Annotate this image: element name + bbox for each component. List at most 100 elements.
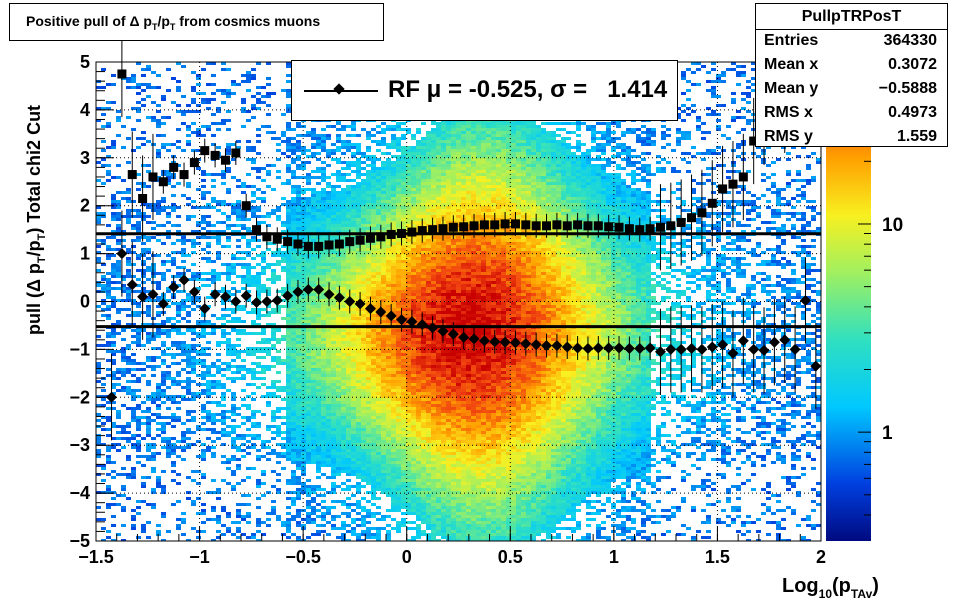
heat-cell <box>311 236 316 239</box>
heat-cell <box>231 329 236 332</box>
heat-cell <box>386 188 391 191</box>
heat-cell <box>136 419 141 422</box>
heat-cell <box>131 527 136 530</box>
heat-cell <box>291 218 296 221</box>
heat-cell <box>141 74 146 77</box>
heat-cell <box>246 80 251 83</box>
heat-cell <box>371 380 376 383</box>
heat-cell <box>236 83 241 86</box>
heat-cell <box>321 188 326 191</box>
heat-cell <box>166 176 171 179</box>
heat-cell <box>286 482 291 485</box>
heat-cell <box>261 272 266 275</box>
heat-cell <box>341 212 346 215</box>
heat-cell <box>231 425 236 428</box>
heat-cell <box>201 416 206 419</box>
heat-cell <box>381 257 386 260</box>
heat-cell <box>311 344 316 347</box>
heat-cell <box>366 185 371 188</box>
heat-cell <box>266 347 271 350</box>
heat-cell <box>351 146 356 149</box>
heat-cell <box>121 125 126 128</box>
heat-cell <box>191 503 196 506</box>
heat-cell <box>391 509 396 512</box>
heat-cell <box>246 416 251 419</box>
heat-cell <box>211 206 216 209</box>
heat-cell <box>266 386 271 389</box>
heat-cell <box>356 308 361 311</box>
heat-cell <box>296 251 301 254</box>
heat-cell <box>351 206 356 209</box>
heat-cell <box>176 311 181 314</box>
heat-cell <box>311 332 316 335</box>
heat-cell <box>371 185 376 188</box>
heat-cell <box>116 449 121 452</box>
heat-cell <box>341 482 346 485</box>
heat-cell <box>181 449 186 452</box>
heat-cell <box>181 353 186 356</box>
heat-cell <box>306 161 311 164</box>
heat-cell <box>101 383 106 386</box>
heat-cell <box>281 446 286 449</box>
heat-cell <box>241 416 246 419</box>
heat-cell <box>161 422 166 425</box>
heat-cell <box>341 314 346 317</box>
heat-cell <box>381 242 386 245</box>
heat-cell <box>366 146 371 149</box>
heat-cell <box>126 137 131 140</box>
heat-cell <box>176 284 181 287</box>
heat-cell <box>301 260 306 263</box>
heat-cell <box>311 485 316 488</box>
heat-cell <box>336 290 341 293</box>
heat-cell <box>296 416 301 419</box>
heat-cell <box>141 236 146 239</box>
heat-cell <box>96 212 101 215</box>
heat-cell <box>226 416 231 419</box>
heat-cell <box>346 173 351 176</box>
heat-cell <box>331 305 336 308</box>
heat-cell <box>291 533 296 536</box>
heat-cell <box>336 416 341 419</box>
heat-cell <box>291 458 296 461</box>
heat-cell <box>201 365 206 368</box>
heat-cell <box>236 509 241 512</box>
heat-cell <box>161 224 166 227</box>
heat-cell <box>291 314 296 317</box>
heat-cell <box>281 266 286 269</box>
heat-cell <box>186 431 191 434</box>
heat-cell <box>271 380 276 383</box>
heat-cell <box>361 449 366 452</box>
heat-cell <box>236 305 241 308</box>
heat-cell <box>331 218 336 221</box>
heat-cell <box>336 338 341 341</box>
heat-cell <box>106 530 111 533</box>
heat-cell <box>201 473 206 476</box>
heat-cell <box>136 119 141 122</box>
heat-cell <box>321 329 326 332</box>
heat-cell <box>286 248 291 251</box>
heat-cell <box>306 518 311 521</box>
heat-cell <box>381 248 386 251</box>
heat-cell <box>251 266 256 269</box>
heat-cell <box>371 470 376 473</box>
heat-cell <box>311 407 316 410</box>
heat-cell <box>311 245 316 248</box>
heat-cell <box>246 515 251 518</box>
heat-cell <box>131 80 136 83</box>
heat-cell <box>221 428 226 431</box>
heat-cell <box>276 491 281 494</box>
heat-cell <box>131 275 136 278</box>
heat-cell <box>226 146 231 149</box>
heat-cell <box>116 320 121 323</box>
heat-cell <box>356 266 361 269</box>
heat-cell <box>301 302 306 305</box>
heat-cell <box>246 404 251 407</box>
heat-cell <box>311 146 316 149</box>
heat-cell <box>306 209 311 212</box>
heat-cell <box>341 383 346 386</box>
heat-cell <box>346 230 351 233</box>
heat-cell <box>136 182 141 185</box>
heat-cell <box>221 290 226 293</box>
heat-cell <box>101 68 106 71</box>
heat-cell <box>271 437 276 440</box>
